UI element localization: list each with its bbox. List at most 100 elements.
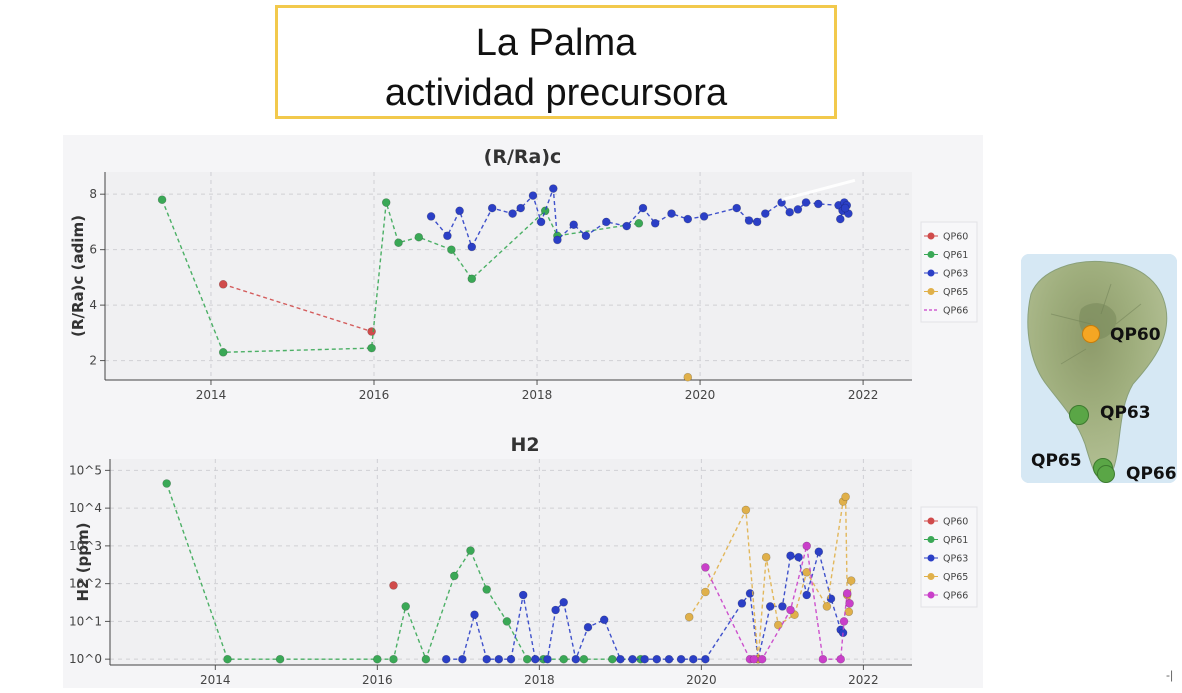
title-box: La Palma actividad precursora — [275, 5, 837, 119]
h2-series-qp66-point — [839, 617, 849, 626]
ratio-legend-swatch — [927, 251, 935, 258]
h2-series-qp63-point — [664, 654, 674, 664]
h2-series-qp65-point — [761, 552, 771, 562]
h2-series-qp65-point — [773, 620, 783, 630]
h2-ytick-label: 10^1 — [69, 614, 102, 628]
h2-series-qp63-point — [506, 654, 516, 664]
ratio-ytick-label: 8 — [89, 187, 97, 201]
h2-ytick-label: 10^4 — [69, 501, 102, 515]
ratio-xtick-label: 2016 — [359, 388, 390, 402]
ratio-series-qp63-point — [426, 212, 436, 221]
h2-series-qp66-point — [836, 654, 846, 664]
ratio-series-qp63-point — [801, 198, 811, 207]
ratio-series-qp63-point — [528, 191, 538, 200]
ratio-series-qp63-point — [793, 205, 803, 214]
h2-series-qp63-point — [583, 622, 593, 632]
ratio-ylabel: (R/Ra)c (adim) — [69, 215, 87, 337]
h2-series-qp63-point — [794, 552, 803, 562]
map-label-qp66: QP66 — [1126, 464, 1177, 484]
ratio-series-qp61-point — [467, 274, 477, 284]
h2-legend-label: QP60 — [943, 517, 968, 528]
h2-series-qp63-point — [701, 654, 710, 664]
h2-series-qp61-point — [522, 654, 532, 664]
ratio-series-qp61-point — [540, 206, 550, 216]
ratio-series-qp63-point — [650, 219, 660, 228]
h2-series-qp66-point — [749, 654, 759, 664]
ratio-series-qp63-point — [443, 231, 452, 241]
ratio-xtick-label: 2022 — [848, 388, 879, 402]
h2-title: H2 — [510, 434, 539, 456]
ratio-legend-label: QP61 — [943, 250, 968, 261]
ratio-series-qp63-point — [569, 220, 579, 229]
h2-series-qp66-point — [786, 605, 795, 615]
ratio-series-qp63-point — [732, 203, 742, 213]
ratio-xtick-label: 2018 — [522, 388, 553, 402]
ratio-series-qp63-point — [516, 203, 526, 213]
h2-series-qp66-point — [842, 589, 852, 598]
h2-series-qp63-point — [518, 590, 528, 600]
ratio-series-qp61-point — [414, 232, 424, 242]
h2-series-qp63-point — [676, 654, 686, 664]
h2-series-qp60-point — [389, 581, 398, 590]
h2-series-qp63-point — [640, 654, 650, 664]
h2-series-qp63-point — [494, 654, 504, 664]
h2-series-qp63-line — [446, 549, 844, 662]
h2-series-qp61-point — [482, 585, 492, 594]
ratio-legend-label: QP66 — [943, 306, 968, 317]
ratio-plot-area — [105, 172, 912, 380]
h2-series-qp63-point — [441, 654, 451, 664]
ratio-legend-label: QP60 — [943, 232, 968, 243]
ratio-series-qp63-point — [752, 217, 762, 227]
h2-series-qp61-point — [449, 571, 459, 581]
map-label-qp65: QP65 — [1031, 451, 1082, 471]
h2-series-qp61-point — [162, 479, 171, 488]
corner-mark: -| — [1166, 668, 1174, 682]
ratio-series-qp63-point — [548, 184, 558, 193]
ratio-series-qp63-point — [467, 242, 477, 252]
ratio-xtick-label: 2020 — [685, 388, 716, 402]
h2-series-qp63-point — [470, 610, 479, 620]
h2-series-qp63-point — [482, 654, 492, 664]
h2-xtick-label: 2016 — [362, 673, 393, 687]
ratio-series-qp63-point — [622, 221, 632, 231]
ratio-series-qp61-point — [447, 245, 456, 254]
h2-series-qp61-point — [372, 654, 382, 664]
h2-series-qp65-point — [846, 576, 856, 585]
ratio-legend-swatch — [927, 269, 935, 277]
h2-series-qp66-point — [701, 563, 710, 572]
h2-series-qp65-point — [701, 587, 710, 597]
h2-series-qp65-point — [841, 492, 850, 502]
h2-series-qp63-point — [551, 605, 560, 615]
h2-series-qp63-point — [688, 654, 698, 664]
ratio-series-qp61-point — [381, 198, 391, 207]
h2-series-qp63-point — [802, 590, 812, 600]
ratio-series-qp63-point — [667, 209, 676, 218]
h2-series-qp63-point — [765, 602, 775, 611]
h2-series-qp63-point — [628, 654, 637, 664]
ratio-legend: QP60 QP61 QP63 QP65 QP66 — [920, 221, 978, 323]
map-label-qp63: QP63 — [1100, 403, 1151, 423]
h2-legend-label: QP66 — [943, 591, 968, 602]
h2-xtick-label: 2018 — [524, 673, 555, 687]
ratio-series-qp63-point — [835, 214, 845, 224]
h2-series-qp65-line — [688, 496, 852, 660]
h2-series-qp65-point — [684, 612, 694, 622]
h2-series-qp63-point — [559, 597, 569, 607]
ratio-ytick-label: 6 — [89, 243, 97, 257]
h2-series-qp63-point — [652, 654, 662, 664]
h2-series-qp65-point — [844, 607, 854, 617]
h2-series-qp65-point — [822, 602, 832, 611]
h2-legend: QP60 QP61 QP63 QP65 QP66 — [920, 506, 978, 608]
h2-series-qp63-point — [786, 551, 795, 561]
ratio-series-qp63-point — [744, 216, 754, 225]
ratio-series-qp63-point — [553, 235, 562, 245]
title-line-1: La Palma — [475, 22, 637, 64]
h2-ytick-label: 10^3 — [69, 539, 102, 553]
ratio-series-qp63-point — [455, 206, 464, 216]
h2-series-qp66-point — [802, 541, 812, 551]
h2-xtick-label: 2022 — [848, 673, 879, 687]
h2-legend-swatch — [927, 517, 935, 525]
h2-series-qp61-point — [401, 602, 411, 611]
ratio-series-qp61-point — [394, 238, 403, 247]
h2-series-qp63-point — [778, 602, 787, 611]
